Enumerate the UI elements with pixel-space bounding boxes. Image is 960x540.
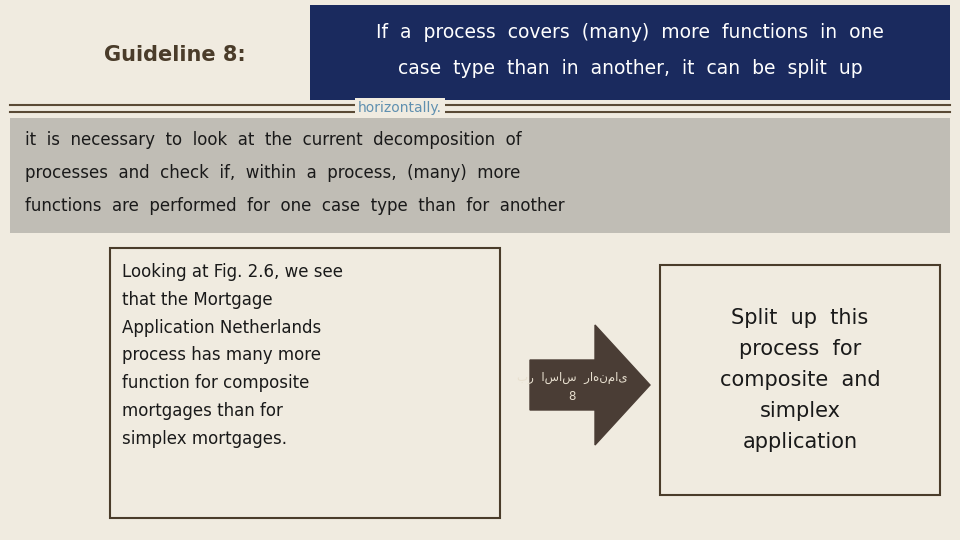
Text: Looking at Fig. 2.6, we see
that the Mortgage
Application Netherlands
process ha: Looking at Fig. 2.6, we see that the Mor… <box>122 263 343 448</box>
FancyBboxPatch shape <box>660 265 940 495</box>
FancyBboxPatch shape <box>310 5 950 100</box>
FancyBboxPatch shape <box>10 118 950 233</box>
Text: Guideline 8:: Guideline 8: <box>104 45 246 65</box>
Text: Split  up  this
process  for
composite  and
simplex
application: Split up this process for composite and … <box>720 308 880 453</box>
Text: If  a  process  covers  (many)  more  functions  in  one: If a process covers (many) more function… <box>376 24 884 43</box>
Text: بر  اساس  راهنمای: بر اساس راهنمای <box>516 370 627 383</box>
Text: it  is  necessary  to  look  at  the  current  decomposition  of: it is necessary to look at the current d… <box>25 131 521 149</box>
Polygon shape <box>530 325 650 445</box>
Text: processes  and  check  if,  within  a  process,  (many)  more: processes and check if, within a process… <box>25 164 520 182</box>
Text: horizontally.: horizontally. <box>358 101 442 115</box>
Text: case  type  than  in  another,  it  can  be  split  up: case type than in another, it can be spl… <box>397 58 862 78</box>
FancyBboxPatch shape <box>110 248 500 518</box>
Text: functions  are  performed  for  one  case  type  than  for  another: functions are performed for one case typ… <box>25 197 564 215</box>
Text: 8: 8 <box>568 390 576 403</box>
